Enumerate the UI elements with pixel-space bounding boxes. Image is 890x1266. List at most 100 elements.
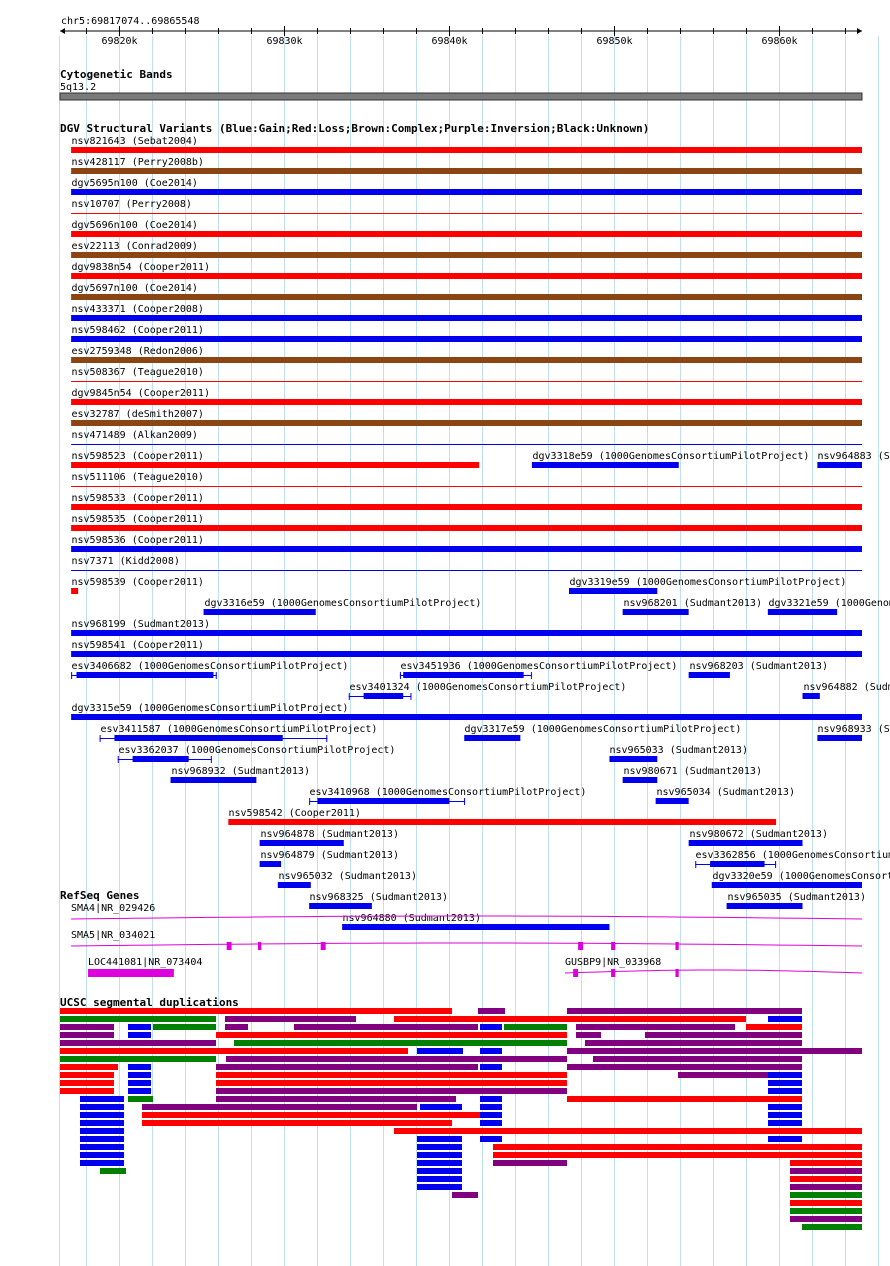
segdup-feature[interactable]	[493, 1160, 567, 1166]
dgv-variant[interactable]: nsv598535 (Cooper2011)	[71, 514, 863, 531]
segdup-feature[interactable]	[480, 1048, 502, 1054]
segdup-feature[interactable]	[417, 1176, 462, 1182]
refseq-gene[interactable]: SMA5|NR_034021	[71, 930, 863, 950]
segdup-feature[interactable]	[294, 1024, 478, 1030]
segdup-feature[interactable]	[216, 1080, 567, 1086]
segdup-feature[interactable]	[417, 1136, 462, 1142]
segdup-feature[interactable]	[80, 1136, 124, 1142]
segdup-feature[interactable]	[60, 1072, 114, 1078]
segdup-feature[interactable]	[80, 1128, 124, 1134]
dgv-variant[interactable]: nsv508367 (Teague2010)	[71, 367, 863, 382]
segdup-feature[interactable]	[478, 1008, 505, 1014]
segdup-feature[interactable]	[80, 1096, 124, 1102]
segdup-feature[interactable]	[790, 1192, 862, 1198]
dgv-variant[interactable]: nsv598542 (Cooper2011)	[228, 808, 777, 825]
dgv-variant[interactable]: nsv980671 (Sudmant2013)	[622, 766, 762, 783]
refseq-gene[interactable]: LOC441081|NR_073404	[88, 957, 202, 977]
segdup-feature[interactable]	[80, 1104, 124, 1110]
segdup-feature[interactable]	[153, 1024, 216, 1030]
dgv-variant[interactable]: esv3362037 (1000GenomesConsortiumPilotPr…	[117, 745, 396, 763]
segdup-feature[interactable]	[60, 1032, 114, 1038]
cyto-track-title[interactable]: Cytogenetic Bands	[60, 68, 173, 81]
dgv-variant[interactable]: nsv968932 (Sudmant2013)	[170, 766, 310, 783]
dgv-variant[interactable]: dgv3319e59 (1000GenomesConsortiumPilotPr…	[569, 577, 846, 594]
segdup-feature[interactable]	[417, 1048, 463, 1054]
dgv-variant[interactable]: dgv3320e59 (1000GenomesConsortiumPilotPr…	[711, 871, 890, 888]
segdup-track-title[interactable]: UCSC segmental duplications	[60, 996, 239, 1009]
dgv-variant[interactable]: nsv964883 (Sudmant2013)	[817, 451, 890, 468]
dgv-variant[interactable]: nsv511106 (Teague2010)	[71, 472, 863, 487]
dgv-variant[interactable]: nsv598462 (Cooper2011)	[71, 325, 863, 342]
dgv-variant[interactable]: dgv3315e59 (1000GenomesConsortiumPilotPr…	[71, 703, 863, 720]
dgv-variant[interactable]: nsv965034 (Sudmant2013)	[655, 787, 795, 804]
refseq-gene[interactable]: GUSBP9|NR_033968	[564, 957, 863, 977]
dgv-variant[interactable]: dgv3321e59 (1000GenomesConsortiumPilotPr…	[767, 598, 890, 615]
dgv-variant[interactable]: nsv598536 (Cooper2011)	[71, 535, 863, 552]
segdup-feature[interactable]	[80, 1160, 124, 1166]
segdup-feature[interactable]	[790, 1216, 862, 1222]
dgv-variant[interactable]: dgv9838n54 (Cooper2011)	[71, 262, 863, 279]
dgv-track-title[interactable]: DGV Structural Variants (Blue:Gain;Red:L…	[60, 122, 649, 135]
segdup-feature[interactable]	[394, 1016, 746, 1022]
segdup-feature[interactable]	[216, 1032, 567, 1038]
dgv-variant[interactable]: dgv5697n100 (Coe2014)	[71, 283, 863, 300]
dgv-variant[interactable]: nsv598539 (Cooper2011)	[71, 577, 204, 594]
dgv-variant[interactable]: nsv10707 (Perry2008)	[71, 199, 863, 214]
dgv-variant[interactable]: nsv965035 (Sudmant2013)	[726, 892, 866, 909]
segdup-feature[interactable]	[768, 1104, 802, 1110]
segdup-feature[interactable]	[790, 1160, 862, 1166]
segdup-feature[interactable]	[790, 1168, 862, 1174]
refseq-gene[interactable]: SMA4|NR_029426	[71, 903, 863, 920]
segdup-feature[interactable]	[790, 1200, 862, 1206]
segdup-feature[interactable]	[593, 1056, 802, 1062]
segdup-feature[interactable]	[142, 1112, 482, 1118]
segdup-feature[interactable]	[128, 1080, 151, 1086]
dgv-variant[interactable]: esv3406682 (1000GenomesConsortiumPilotPr…	[71, 661, 348, 679]
segdup-feature[interactable]	[100, 1168, 126, 1174]
dgv-variant[interactable]: nsv964879 (Sudmant2013)	[259, 850, 399, 867]
segdup-feature[interactable]	[142, 1120, 452, 1126]
segdup-feature[interactable]	[225, 1016, 356, 1022]
segdup-feature[interactable]	[417, 1160, 462, 1166]
segdup-feature[interactable]	[567, 1096, 802, 1102]
segdup-feature[interactable]	[128, 1024, 151, 1030]
segdup-feature[interactable]	[567, 1064, 802, 1070]
segdup-feature[interactable]	[60, 1048, 408, 1054]
segdup-feature[interactable]	[452, 1192, 478, 1198]
segdup-feature[interactable]	[226, 1056, 567, 1062]
segdup-feature[interactable]	[60, 1024, 114, 1030]
segdup-feature[interactable]	[142, 1104, 417, 1110]
dgv-variant[interactable]: esv3362856 (1000GenomesConsortiumPilotPr…	[695, 850, 890, 868]
segdup-feature[interactable]	[790, 1184, 862, 1190]
dgv-variant[interactable]: nsv7371 (Kidd2008)	[71, 556, 863, 571]
dgv-variant[interactable]: esv2759348 (Redon2006)	[71, 346, 863, 363]
segdup-feature[interactable]	[768, 1080, 802, 1086]
dgv-variant[interactable]: esv3401324 (1000GenomesConsortiumPilotPr…	[348, 682, 627, 700]
segdup-feature[interactable]	[417, 1184, 462, 1190]
segdup-feature[interactable]	[60, 1080, 114, 1086]
segdup-feature[interactable]	[60, 1016, 216, 1022]
dgv-variant[interactable]: nsv964878 (Sudmant2013)	[259, 829, 399, 846]
segdup-feature[interactable]	[768, 1016, 802, 1022]
dgv-variant[interactable]: nsv428117 (Perry2008b)	[71, 157, 863, 174]
dgv-variant[interactable]: dgv5695n100 (Coe2014)	[71, 178, 863, 195]
dgv-variant[interactable]: esv3410968 (1000GenomesConsortiumPilotPr…	[309, 787, 586, 805]
dgv-variant[interactable]: nsv965032 (Sudmant2013)	[277, 871, 417, 888]
segdup-feature[interactable]	[128, 1096, 153, 1102]
segdup-feature[interactable]	[128, 1072, 151, 1078]
segdup-feature[interactable]	[480, 1064, 502, 1070]
segdup-feature[interactable]	[768, 1112, 802, 1118]
dgv-variant[interactable]: nsv964882 (Sudmant2013)	[802, 682, 890, 699]
segdup-feature[interactable]	[60, 1088, 114, 1094]
segdup-feature[interactable]	[60, 1064, 118, 1070]
dgv-variant[interactable]: nsv980672 (Sudmant2013)	[688, 829, 828, 846]
segdup-feature[interactable]	[80, 1144, 124, 1150]
dgv-variant[interactable]: esv22113 (Conrad2009)	[71, 241, 863, 258]
segdup-feature[interactable]	[567, 1048, 862, 1054]
segdup-feature[interactable]	[576, 1032, 601, 1038]
segdup-feature[interactable]	[60, 1008, 452, 1014]
segdup-feature[interactable]	[420, 1104, 462, 1110]
segdup-feature[interactable]	[768, 1072, 802, 1078]
dgv-variant[interactable]: nsv968199 (Sudmant2013)	[71, 619, 863, 636]
segdup-feature[interactable]	[768, 1088, 802, 1094]
